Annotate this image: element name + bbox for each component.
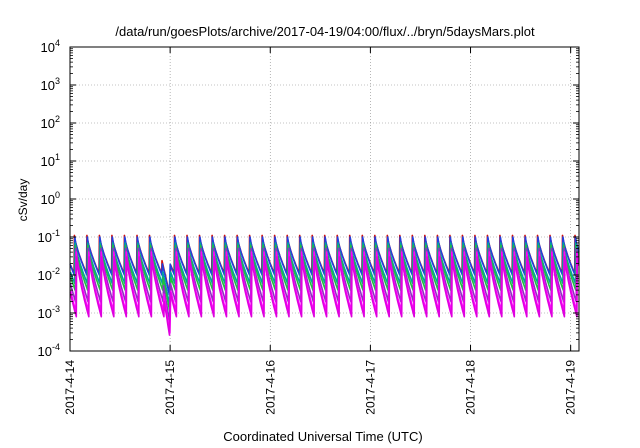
x-tick-label: 2017-4-14 [63,360,77,415]
y-tick-label: 10-4 [38,342,60,359]
plot-series [69,234,580,336]
series-line [70,244,580,314]
y-tick-label: 103 [41,76,60,93]
y-axis-label: cSv/day [16,179,30,222]
series-line [69,242,580,305]
x-tick-label: 2017-4-16 [263,360,277,415]
y-tick-label: 104 [41,38,60,55]
y-tick-label: 10-1 [38,228,60,245]
axis-ticks: 10-4 10-3 10-2 10-1 100 101 102 103 104 2017-4-14… [38,38,579,415]
x-tick-label: 2017-4-17 [363,360,377,415]
chart-title: /data/run/goesPlots/archive/2017-04-19/0… [115,24,535,39]
y-tick-label: 10-3 [38,304,60,321]
x-tick-label: 2017-4-18 [464,360,478,415]
x-axis-label: Coordinated Universal Time (UTC) [223,429,422,444]
plot-frame [69,46,580,352]
x-tick-label: 2017-4-15 [163,360,177,415]
y-tick-label: 100 [41,190,60,207]
y-tick-label: 101 [41,152,60,169]
series-line [69,256,579,336]
y-tick-label: 10-2 [38,266,60,283]
y-tick-label: 102 [41,114,60,131]
x-tick-label: 2017-4-19 [564,360,578,415]
